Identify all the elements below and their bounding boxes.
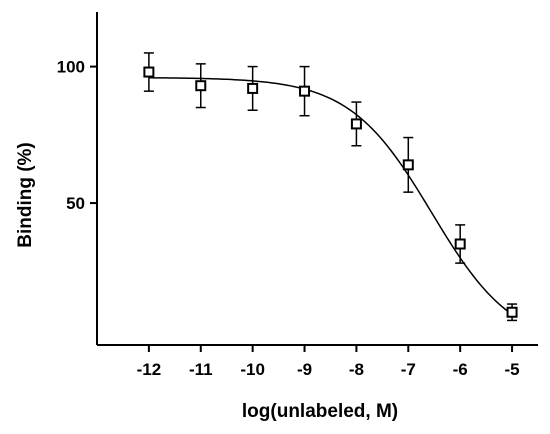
square-marker bbox=[299, 85, 311, 97]
fit-curve bbox=[148, 77, 513, 316]
data-point bbox=[247, 65, 259, 112]
square-marker bbox=[506, 306, 518, 318]
data-point bbox=[299, 65, 311, 117]
axes: -12 -11 -10 -9 -8 -7 -6 -5 50 100 bbox=[57, 12, 538, 379]
data-point bbox=[143, 52, 155, 92]
y-tick-label: 50 bbox=[66, 194, 85, 213]
y-tick-label: 100 bbox=[57, 58, 85, 77]
square-marker bbox=[247, 82, 259, 94]
data-points-layer bbox=[143, 52, 518, 322]
square-marker bbox=[350, 118, 362, 130]
x-tick-label: -5 bbox=[504, 360, 519, 379]
data-point bbox=[350, 101, 362, 147]
x-tick-label: -8 bbox=[349, 360, 364, 379]
x-tick-label: -6 bbox=[453, 360, 468, 379]
x-tick-label: -9 bbox=[297, 360, 312, 379]
data-point bbox=[506, 303, 518, 322]
square-marker bbox=[143, 66, 155, 78]
fit-curve-layer bbox=[148, 77, 513, 316]
square-marker bbox=[195, 80, 207, 92]
x-tick-label: -7 bbox=[401, 360, 416, 379]
x-tick-label: -10 bbox=[240, 360, 265, 379]
square-marker bbox=[402, 159, 414, 171]
y-axis-title: Binding (%) bbox=[15, 142, 36, 248]
data-point bbox=[454, 224, 466, 264]
data-point bbox=[402, 136, 414, 193]
x-axis-title: log(unlabeled, M) bbox=[242, 401, 398, 422]
x-tick-label: -12 bbox=[137, 360, 162, 379]
square-marker bbox=[454, 238, 466, 250]
x-tick-label: -11 bbox=[189, 360, 213, 379]
data-point bbox=[195, 63, 207, 109]
